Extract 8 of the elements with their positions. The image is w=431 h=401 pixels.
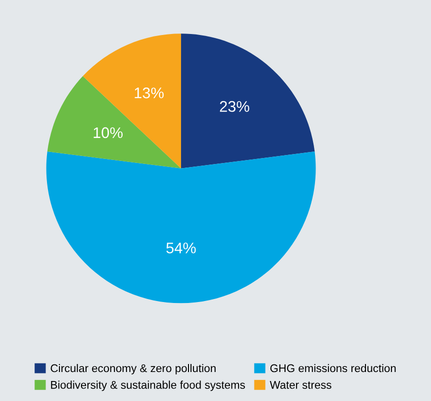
legend-label: GHG emissions reduction (270, 364, 396, 372)
legend-label: Water stress (270, 381, 332, 389)
data-label: 23% (220, 101, 250, 112)
data-label: 10% (94, 127, 123, 138)
legend-label: Circular economy & zero pollution (50, 364, 216, 374)
data-label: 54% (166, 242, 196, 254)
legend-label: Biodiversity & sustainable food systems (51, 380, 245, 391)
data-label: 13% (134, 88, 164, 98)
